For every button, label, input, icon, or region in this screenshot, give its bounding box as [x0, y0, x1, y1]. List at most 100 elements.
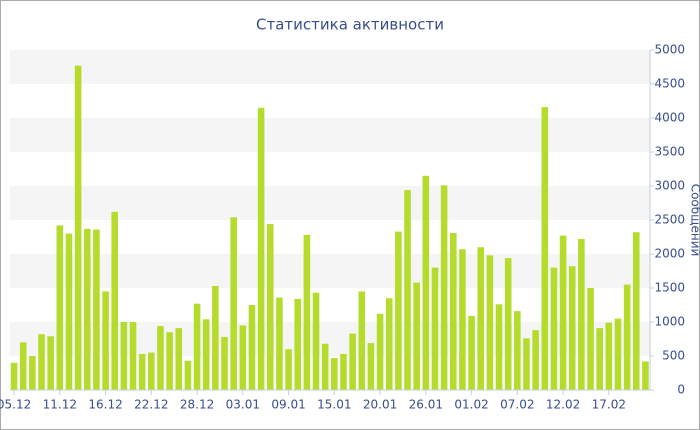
y-tick-label: 5000	[654, 43, 685, 57]
bar	[102, 291, 109, 390]
y-axis-title: Сообщений	[689, 184, 700, 257]
bar	[349, 333, 356, 390]
bar	[257, 107, 265, 391]
bar	[111, 211, 119, 390]
bar	[19, 342, 27, 390]
bar	[331, 358, 338, 390]
bar	[239, 325, 247, 390]
bar	[221, 336, 228, 390]
x-tick-label: 26.01	[409, 398, 443, 412]
x-tick-label: 03.01	[226, 398, 260, 412]
bar	[358, 291, 366, 390]
bar	[459, 249, 466, 390]
y-tick-label: 0	[677, 383, 685, 397]
x-tick-label: 20.01	[363, 398, 397, 412]
bar	[74, 65, 82, 390]
bar	[477, 247, 485, 390]
bar	[47, 336, 54, 390]
bar	[212, 285, 219, 390]
bar	[157, 326, 164, 390]
y-tick-label: 4500	[654, 77, 685, 91]
x-tick-label: 12.02	[546, 398, 580, 412]
x-tick-label: 17.02	[592, 398, 626, 412]
bar	[413, 282, 420, 390]
x-tick-label: 07.02	[500, 398, 534, 412]
bar	[202, 319, 210, 390]
x-tick-label: 28.12	[180, 398, 214, 412]
bar	[550, 267, 558, 390]
y-tick-label: 3000	[654, 179, 685, 193]
bar	[385, 298, 393, 390]
bar	[605, 322, 613, 390]
bar	[404, 190, 411, 390]
bar	[38, 334, 45, 390]
bar	[266, 224, 274, 390]
y-tick-label: 2500	[654, 213, 685, 227]
bar	[65, 233, 73, 390]
bar	[523, 338, 530, 390]
grid-band	[9, 118, 650, 152]
y-tick-label: 4000	[654, 111, 685, 125]
x-tick-label: 09.01	[271, 398, 305, 412]
bar	[120, 322, 128, 390]
y-tick-label: 3500	[654, 145, 685, 159]
bar	[532, 330, 539, 390]
bar	[303, 234, 311, 390]
y-tick-label: 1500	[654, 281, 685, 295]
bar	[578, 239, 585, 390]
bar	[495, 304, 503, 390]
bar	[596, 328, 603, 390]
bar	[514, 311, 521, 390]
bar	[184, 360, 192, 390]
bar	[166, 332, 173, 390]
bar	[175, 328, 183, 390]
bar	[230, 217, 237, 390]
y-tick-label: 500	[662, 349, 685, 363]
y-tick-label: 1000	[654, 315, 685, 329]
bar	[29, 356, 36, 390]
bar	[632, 232, 640, 390]
bar	[129, 322, 137, 390]
bar	[10, 362, 18, 390]
bar	[193, 303, 201, 390]
grid-band	[9, 186, 650, 220]
x-tick-label: 01.02	[454, 398, 488, 412]
bar	[321, 343, 329, 390]
bar	[431, 267, 439, 390]
x-tick-label: 22.12	[134, 398, 168, 412]
bar	[56, 225, 64, 390]
bar	[93, 229, 100, 390]
bar	[248, 305, 256, 390]
bar	[440, 185, 448, 390]
bar	[623, 284, 631, 390]
bar	[276, 297, 283, 390]
grid-band	[9, 50, 650, 84]
x-tick-label: 05.12	[0, 398, 31, 412]
bar	[148, 352, 155, 390]
x-tick-label: 11.12	[43, 398, 77, 412]
bar	[642, 361, 649, 390]
bar	[568, 266, 576, 390]
bar	[367, 343, 375, 390]
chart-title: Статистика активности	[256, 16, 444, 34]
bar	[395, 231, 402, 390]
bar	[294, 298, 302, 390]
bar	[587, 288, 594, 390]
bar	[285, 349, 292, 390]
bar	[422, 175, 430, 390]
bar	[449, 232, 457, 390]
x-tick-label: 16.12	[88, 398, 122, 412]
bar	[83, 228, 91, 390]
bar	[559, 235, 567, 390]
bar	[541, 107, 549, 391]
bar	[468, 315, 475, 390]
bar	[340, 353, 347, 390]
bar	[138, 353, 146, 390]
y-tick-label: 2000	[654, 247, 685, 261]
bar	[504, 258, 512, 390]
bar	[486, 255, 494, 390]
x-tick-label: 15.01	[317, 398, 351, 412]
bar	[614, 318, 622, 390]
bar	[376, 313, 384, 390]
